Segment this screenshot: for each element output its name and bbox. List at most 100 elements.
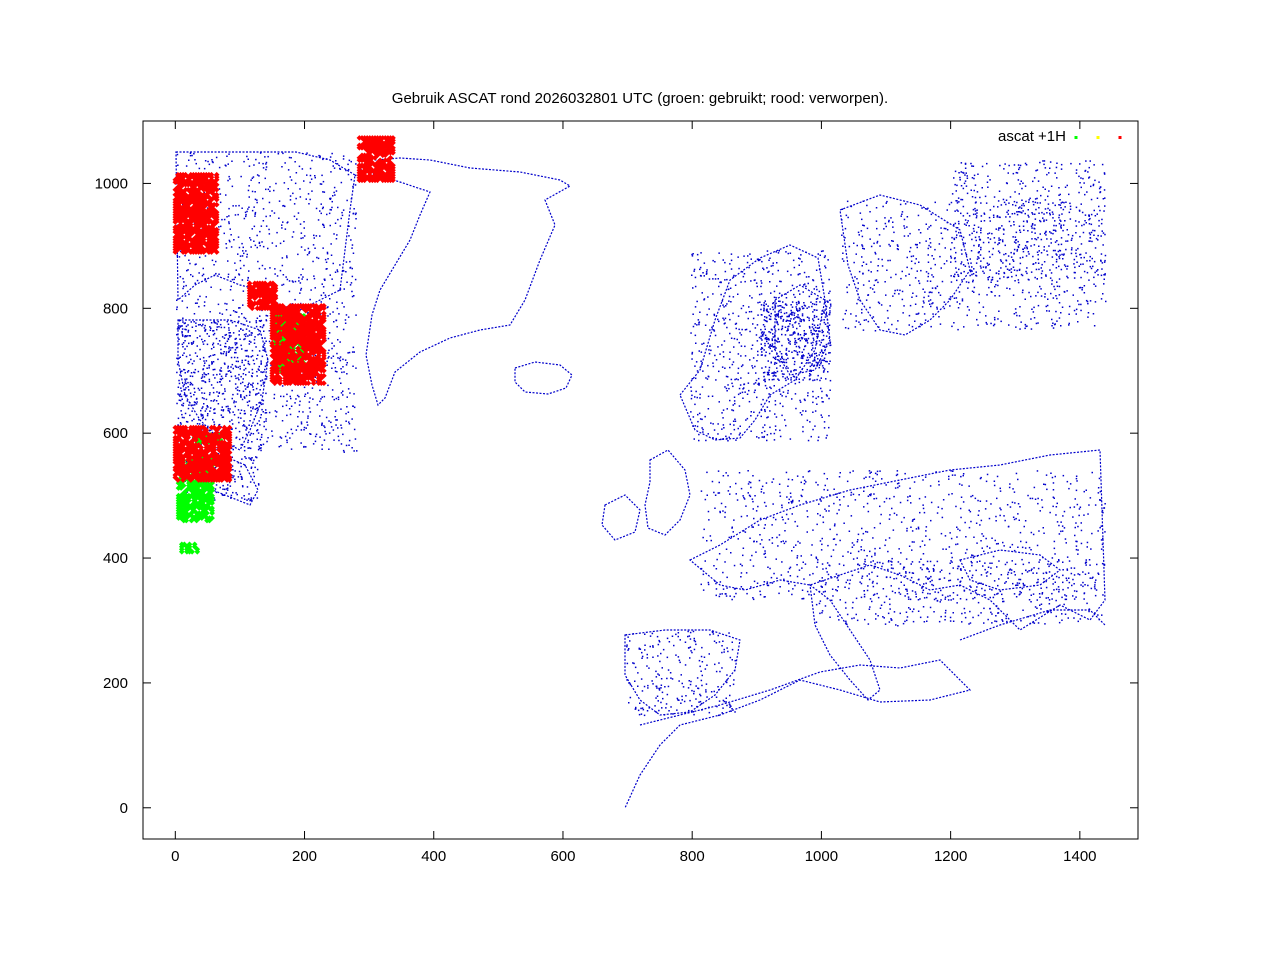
land-detail xyxy=(1022,220,1025,223)
land-detail xyxy=(231,185,234,188)
land-detail xyxy=(990,291,992,293)
land-detail xyxy=(255,456,257,458)
land-detail xyxy=(187,407,190,410)
land-detail xyxy=(333,167,336,169)
land-detail xyxy=(1097,234,1099,237)
land-detail xyxy=(971,554,973,556)
land-detail xyxy=(797,353,799,356)
land-detail xyxy=(1028,599,1031,601)
land-detail xyxy=(828,415,830,417)
land-detail xyxy=(876,561,879,564)
land-detail xyxy=(838,499,841,501)
land-detail xyxy=(251,441,253,443)
land-detail xyxy=(694,334,697,337)
land-detail xyxy=(965,281,968,283)
land-detail xyxy=(1030,225,1033,227)
land-detail xyxy=(915,528,918,530)
land-detail xyxy=(839,599,841,601)
land-detail xyxy=(792,499,794,502)
land-detail xyxy=(799,399,801,402)
land-detail xyxy=(1051,256,1054,258)
land-detail xyxy=(778,340,781,343)
land-detail xyxy=(706,540,708,542)
land-detail xyxy=(896,473,899,476)
land-detail xyxy=(1052,583,1054,585)
land-detail xyxy=(235,366,238,368)
land-detail xyxy=(931,255,933,257)
land-detail xyxy=(244,349,247,352)
land-detail xyxy=(817,484,819,486)
land-detail xyxy=(787,389,789,392)
land-detail xyxy=(191,410,193,412)
land-detail xyxy=(181,332,183,334)
land-detail xyxy=(707,296,709,298)
land-detail xyxy=(206,406,209,408)
land-detail xyxy=(348,439,351,442)
land-detail xyxy=(188,159,190,161)
land-detail xyxy=(928,300,930,302)
land-detail xyxy=(678,699,680,701)
land-detail xyxy=(958,268,960,271)
land-detail xyxy=(1003,253,1005,256)
land-detail xyxy=(1029,197,1031,200)
land-detail xyxy=(258,402,260,404)
land-detail xyxy=(1073,263,1075,265)
land-detail xyxy=(973,177,975,180)
land-detail xyxy=(259,401,261,404)
land-detail xyxy=(337,398,340,401)
land-detail xyxy=(815,556,817,558)
land-detail xyxy=(937,591,940,594)
land-detail xyxy=(336,163,339,165)
land-detail xyxy=(699,693,701,696)
land-detail xyxy=(1068,305,1071,308)
land-detail xyxy=(1019,506,1021,508)
land-detail xyxy=(929,280,932,282)
land-detail xyxy=(933,598,936,601)
land-detail xyxy=(948,298,951,300)
land-detail xyxy=(824,255,826,257)
land-detail xyxy=(776,341,779,343)
land-detail xyxy=(232,448,234,451)
land-detail xyxy=(273,397,275,400)
land-detail xyxy=(740,307,743,310)
land-detail xyxy=(249,237,251,239)
land-detail xyxy=(658,687,661,690)
land-detail xyxy=(231,321,234,324)
land-detail xyxy=(1090,198,1093,201)
land-detail xyxy=(970,495,972,498)
land-detail xyxy=(989,256,991,258)
land-detail xyxy=(953,275,956,278)
land-detail xyxy=(987,175,989,177)
land-detail xyxy=(1042,527,1044,529)
land-detail xyxy=(912,519,914,521)
land-detail xyxy=(846,200,849,203)
land-detail xyxy=(718,553,721,555)
land-detail xyxy=(1024,323,1027,326)
land-detail xyxy=(308,407,311,409)
land-detail xyxy=(346,396,348,398)
land-detail xyxy=(1075,475,1078,477)
land-detail xyxy=(1092,183,1095,186)
land-detail xyxy=(970,520,972,523)
land-detail xyxy=(1049,231,1051,233)
land-detail xyxy=(1037,497,1039,500)
land-detail xyxy=(699,418,702,420)
land-detail xyxy=(752,508,754,510)
land-detail xyxy=(961,253,963,255)
land-detail xyxy=(710,349,712,352)
land-detail xyxy=(908,314,911,317)
land-detail xyxy=(259,389,261,391)
land-detail xyxy=(251,368,254,371)
land-detail xyxy=(268,340,271,343)
land-detail xyxy=(658,639,660,642)
land-detail xyxy=(345,261,348,263)
land-detail xyxy=(964,180,967,182)
land-detail xyxy=(764,342,766,345)
land-detail xyxy=(999,487,1001,490)
land-detail xyxy=(862,567,865,570)
land-detail xyxy=(1018,225,1021,227)
land-detail xyxy=(822,367,825,369)
land-detail xyxy=(707,408,710,410)
land-detail xyxy=(221,393,224,395)
land-detail xyxy=(1049,161,1052,163)
